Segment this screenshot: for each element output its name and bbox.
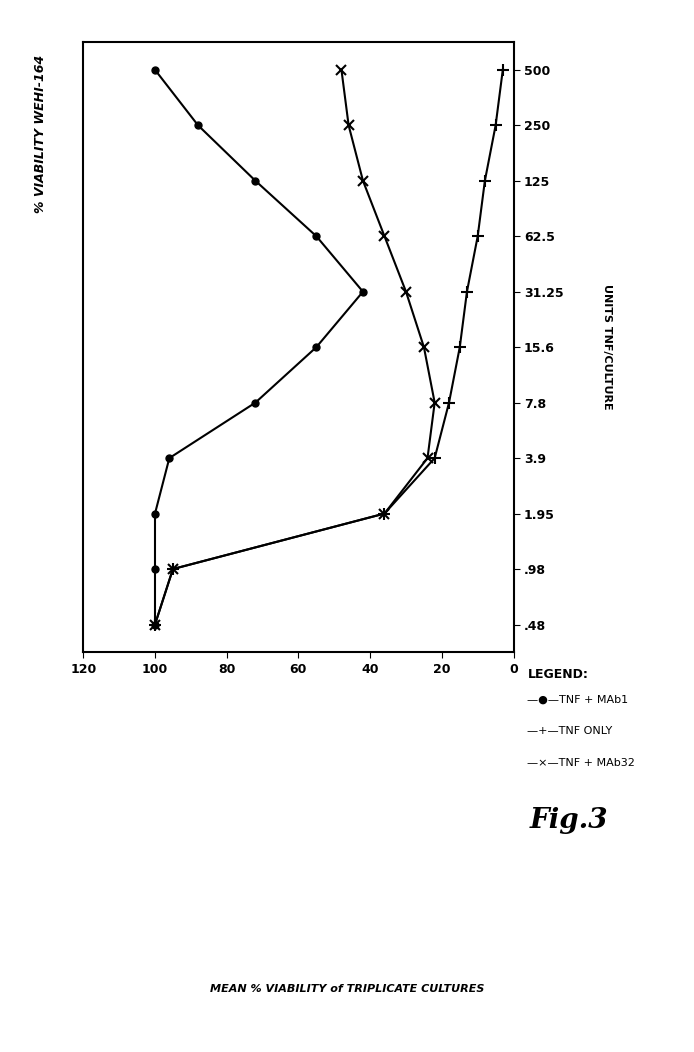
TNF + MAb32 bbox=[359, 175, 367, 187]
TNF + MAb32 bbox=[337, 63, 346, 76]
TNF + MAb1 bbox=[151, 507, 159, 520]
TNF + MAb32 bbox=[380, 507, 389, 520]
Text: —●—TNF + MAb1: —●—TNF + MAb1 bbox=[527, 694, 629, 705]
Line: TNF + MAb1: TNF + MAb1 bbox=[151, 66, 366, 628]
TNF + MAb32 bbox=[423, 451, 432, 464]
TNF + MAb32 bbox=[380, 230, 389, 243]
TNF + MAb32 bbox=[169, 563, 177, 575]
TNF + MAb1 bbox=[251, 397, 260, 409]
Text: % VIABILITY WEHI-164: % VIABILITY WEHI-164 bbox=[34, 55, 46, 213]
TNF + MAb32 bbox=[420, 341, 428, 353]
TNF + MAb32 bbox=[344, 119, 353, 132]
TNF ONLY bbox=[473, 230, 482, 243]
TNF + MAb32 bbox=[151, 619, 159, 631]
TNF ONLY bbox=[498, 63, 507, 76]
Text: LEGEND:: LEGEND: bbox=[527, 668, 589, 681]
TNF + MAb1 bbox=[312, 230, 321, 243]
TNF + MAb1 bbox=[312, 341, 321, 353]
TNF ONLY bbox=[380, 507, 389, 520]
TNF ONLY bbox=[169, 563, 177, 575]
Text: Fig.3: Fig.3 bbox=[530, 807, 609, 834]
TNF ONLY bbox=[491, 119, 500, 132]
Text: —×—TNF + MAb32: —×—TNF + MAb32 bbox=[527, 757, 635, 768]
Text: MEAN % VIABILITY of TRIPLICATE CULTURES: MEAN % VIABILITY of TRIPLICATE CULTURES bbox=[210, 984, 484, 994]
Line: TNF + MAb32: TNF + MAb32 bbox=[150, 65, 439, 629]
TNF + MAb1 bbox=[151, 563, 159, 575]
TNF ONLY bbox=[445, 397, 453, 409]
TNF ONLY bbox=[430, 451, 439, 464]
Y-axis label: UNITS TNF/CULTURE: UNITS TNF/CULTURE bbox=[602, 284, 612, 410]
Line: TNF ONLY: TNF ONLY bbox=[149, 64, 509, 630]
TNF + MAb1 bbox=[151, 63, 159, 76]
TNF + MAb1 bbox=[194, 119, 202, 132]
Text: —+—TNF ONLY: —+—TNF ONLY bbox=[527, 726, 613, 736]
TNF ONLY bbox=[481, 175, 489, 187]
TNF + MAb32 bbox=[430, 397, 439, 409]
TNF ONLY bbox=[463, 285, 471, 298]
TNF + MAb1 bbox=[151, 619, 159, 631]
TNF + MAb1 bbox=[251, 175, 260, 187]
TNF + MAb32 bbox=[402, 285, 410, 298]
TNF + MAb1 bbox=[165, 451, 174, 464]
TNF + MAb1 bbox=[359, 285, 367, 298]
TNF ONLY bbox=[455, 341, 464, 353]
TNF ONLY bbox=[151, 619, 159, 631]
